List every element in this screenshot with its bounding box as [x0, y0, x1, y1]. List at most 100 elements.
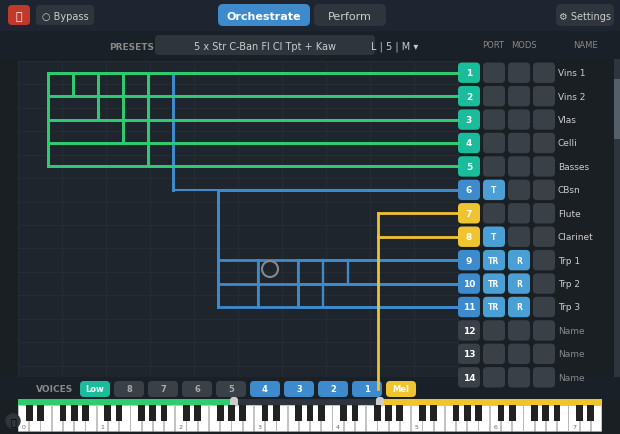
Text: 1: 1 — [364, 385, 370, 394]
Text: T: T — [491, 186, 497, 195]
Text: R: R — [516, 279, 522, 289]
Bar — [231, 405, 242, 431]
Bar — [389, 405, 399, 431]
Text: 9: 9 — [466, 256, 472, 265]
FancyBboxPatch shape — [352, 381, 382, 397]
Bar — [501, 405, 512, 431]
FancyBboxPatch shape — [533, 110, 555, 131]
FancyBboxPatch shape — [148, 381, 178, 397]
Bar — [490, 405, 500, 431]
FancyBboxPatch shape — [8, 6, 30, 26]
FancyBboxPatch shape — [483, 297, 505, 318]
FancyBboxPatch shape — [458, 344, 480, 364]
Text: TR: TR — [489, 256, 500, 265]
FancyBboxPatch shape — [508, 87, 530, 107]
Bar — [321, 405, 332, 431]
Bar — [71, 405, 78, 421]
FancyBboxPatch shape — [508, 110, 530, 131]
Text: T: T — [491, 233, 497, 242]
Text: ⚙ Settings: ⚙ Settings — [559, 12, 611, 22]
Bar — [288, 405, 298, 431]
Bar — [464, 405, 471, 421]
Bar — [149, 405, 156, 421]
Text: 2: 2 — [466, 92, 472, 102]
Bar — [209, 405, 219, 431]
Text: Vins 1: Vins 1 — [558, 69, 585, 78]
Bar — [220, 405, 231, 431]
FancyBboxPatch shape — [458, 87, 480, 107]
Bar — [187, 405, 197, 431]
Text: Vlas: Vlas — [558, 116, 577, 125]
Text: 🔍: 🔍 — [10, 416, 16, 426]
Bar — [456, 405, 466, 431]
Text: L | 5 | M ▾: L | 5 | M ▾ — [371, 41, 419, 52]
Bar — [265, 405, 275, 431]
Bar — [542, 405, 549, 421]
Text: MODS: MODS — [511, 41, 537, 50]
FancyBboxPatch shape — [533, 157, 555, 177]
Bar — [509, 405, 515, 421]
Bar — [277, 405, 286, 431]
FancyBboxPatch shape — [182, 381, 212, 397]
Bar — [453, 405, 459, 421]
Bar — [26, 405, 33, 421]
Text: Name: Name — [558, 373, 585, 382]
Bar — [82, 405, 89, 421]
FancyBboxPatch shape — [533, 134, 555, 154]
Bar — [0, 377, 620, 401]
Bar — [534, 405, 545, 431]
Bar — [141, 405, 152, 431]
FancyBboxPatch shape — [533, 274, 555, 294]
Bar — [175, 405, 185, 431]
Bar — [591, 405, 601, 431]
FancyBboxPatch shape — [508, 297, 530, 318]
FancyBboxPatch shape — [314, 5, 386, 27]
FancyBboxPatch shape — [216, 381, 246, 397]
Bar — [18, 405, 602, 431]
FancyBboxPatch shape — [533, 344, 555, 364]
Text: PORT: PORT — [482, 41, 504, 50]
Bar — [332, 405, 343, 431]
FancyBboxPatch shape — [483, 87, 505, 107]
FancyBboxPatch shape — [508, 63, 530, 84]
Bar — [198, 405, 208, 431]
FancyBboxPatch shape — [458, 157, 480, 177]
Text: 1: 1 — [100, 424, 104, 430]
Text: 2: 2 — [330, 385, 336, 394]
FancyBboxPatch shape — [508, 320, 530, 341]
Text: 7: 7 — [572, 424, 576, 430]
FancyBboxPatch shape — [218, 5, 310, 27]
Bar — [467, 405, 477, 431]
Text: Trp 1: Trp 1 — [558, 256, 580, 265]
Bar — [239, 405, 246, 421]
Text: Vins 2: Vins 2 — [558, 92, 585, 102]
Text: R: R — [516, 256, 522, 265]
FancyBboxPatch shape — [458, 110, 480, 131]
FancyBboxPatch shape — [318, 381, 348, 397]
FancyBboxPatch shape — [80, 381, 110, 397]
Bar — [228, 405, 235, 421]
Bar — [343, 405, 354, 431]
Bar — [194, 405, 201, 421]
Text: 8: 8 — [466, 233, 472, 242]
Text: 4: 4 — [262, 385, 268, 394]
Bar — [51, 405, 62, 431]
Bar — [307, 405, 313, 421]
Bar — [183, 405, 190, 421]
Text: 7: 7 — [466, 209, 472, 218]
Bar — [130, 405, 141, 431]
FancyBboxPatch shape — [458, 180, 480, 201]
Bar — [580, 405, 590, 431]
Bar — [60, 405, 66, 421]
Bar — [138, 405, 145, 421]
Text: ○ Bypass: ○ Bypass — [42, 12, 88, 22]
Bar — [498, 405, 504, 421]
Text: 6: 6 — [494, 424, 497, 430]
Text: 5: 5 — [466, 163, 472, 171]
FancyBboxPatch shape — [458, 297, 480, 318]
Text: Celli: Celli — [558, 139, 578, 148]
Text: Name: Name — [558, 326, 585, 335]
FancyBboxPatch shape — [250, 381, 280, 397]
FancyBboxPatch shape — [483, 320, 505, 341]
FancyBboxPatch shape — [508, 204, 530, 224]
